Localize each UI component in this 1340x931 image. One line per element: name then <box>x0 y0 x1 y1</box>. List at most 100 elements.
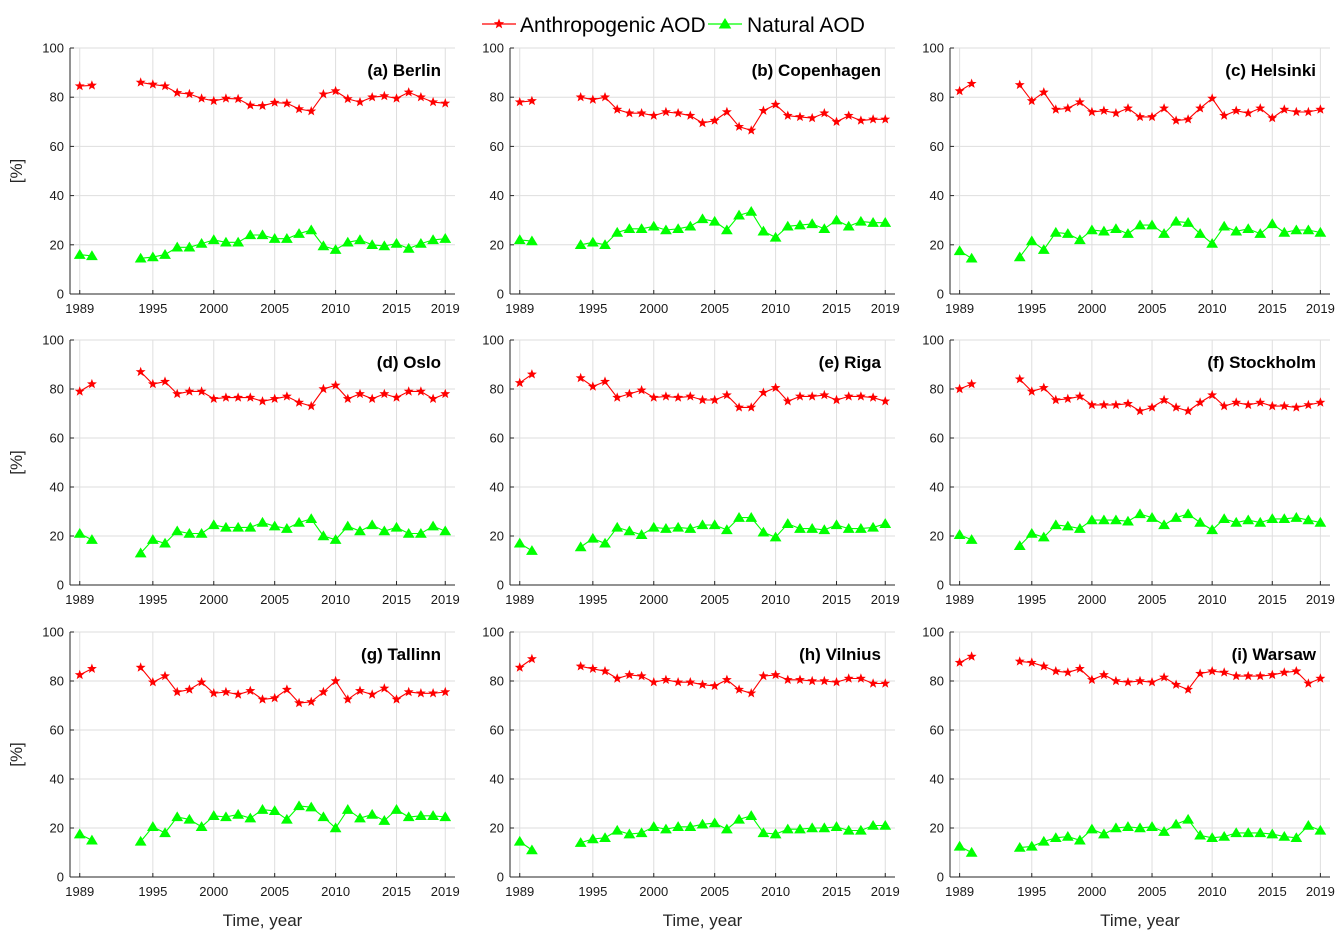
natural-point-2006 <box>280 233 293 243</box>
natural-point-2000 <box>1086 514 1098 525</box>
anthropogenic-point-2012 <box>795 674 805 684</box>
natural-point-1998 <box>1061 228 1074 238</box>
x-tick-label-2005: 2005 <box>1138 884 1167 899</box>
anthropogenic-point-2010 <box>330 380 341 390</box>
natural-point-2008 <box>1182 508 1194 519</box>
natural-point-2016 <box>1278 513 1291 524</box>
anthropogenic-point-2003 <box>685 391 696 401</box>
y-tick-label-40: 40 <box>490 188 504 203</box>
anthropogenic-point-2012 <box>795 391 805 401</box>
x-tick-label-2019: 2019 <box>1306 301 1335 316</box>
natural-point-2009 <box>757 827 770 838</box>
natural-point-2015 <box>1266 218 1279 229</box>
natural-point-1994 <box>1013 251 1026 262</box>
panel-title: (e) Riga <box>819 353 882 372</box>
natural-point-2008 <box>745 810 758 820</box>
anthropogenic-point-2015 <box>831 394 842 405</box>
natural-point-1997 <box>1049 519 1062 530</box>
natural-point-1994 <box>1013 540 1026 550</box>
anthropogenic-point-2011 <box>342 393 353 403</box>
natural-point-2014 <box>1254 228 1267 238</box>
natural-point-2012 <box>1230 225 1243 236</box>
anthropogenic-point-2008 <box>306 400 317 411</box>
natural-point-1998 <box>1061 520 1074 531</box>
anthropogenic-point-2005 <box>269 692 280 703</box>
x-tick-label-1989: 1989 <box>945 592 974 607</box>
natural-point-1999 <box>1073 523 1086 533</box>
natural-point-2013 <box>806 523 819 533</box>
natural-point-2019 <box>439 525 452 536</box>
natural-point-1990 <box>526 545 538 555</box>
x-tick-label-1995: 1995 <box>578 301 607 316</box>
anthropogenic-point-2012 <box>1231 397 1242 407</box>
anthropogenic-point-2010 <box>330 675 341 686</box>
anthropogenic-point-1998 <box>1062 393 1073 403</box>
anthropogenic-point-2018 <box>428 688 438 698</box>
anthropogenic-point-2017 <box>1291 666 1302 676</box>
y-tick-label-0: 0 <box>937 287 944 302</box>
natural-point-2002 <box>232 236 245 247</box>
x-tick-label-2019: 2019 <box>1306 592 1335 607</box>
natural-point-1989 <box>513 234 526 245</box>
anthropogenic-point-2017 <box>1291 106 1302 117</box>
anthropogenic-point-1995 <box>587 94 598 104</box>
natural-point-2004 <box>256 804 269 814</box>
anthropogenic-point-2010 <box>1207 389 1218 400</box>
y-tick-label-100: 100 <box>922 333 944 348</box>
x-tick-label-2010: 2010 <box>1198 301 1227 316</box>
anthropogenic-point-2008 <box>306 696 317 706</box>
anthropogenic-point-2016 <box>1279 104 1290 114</box>
natural-point-2011 <box>781 823 794 834</box>
natural-point-2002 <box>232 808 245 819</box>
anthropogenic-point-2002 <box>1111 108 1121 118</box>
natural-point-2005 <box>708 817 721 828</box>
anthropogenic-point-1990 <box>527 369 537 379</box>
anthropogenic-line-seg-1 <box>580 96 886 132</box>
natural-point-1995 <box>586 833 599 844</box>
anthropogenic-point-1999 <box>1074 391 1085 401</box>
natural-point-1989 <box>953 529 966 539</box>
anthropogenic-point-1998 <box>184 386 195 396</box>
natural-point-2013 <box>366 808 379 819</box>
y-tick-label-40: 40 <box>930 188 944 203</box>
natural-point-2005 <box>268 233 281 243</box>
anthropogenic-point-2006 <box>1159 394 1169 405</box>
natural-point-2003 <box>244 229 257 240</box>
anthropogenic-point-2003 <box>245 392 256 402</box>
natural-point-2006 <box>720 823 733 834</box>
natural-point-2012 <box>354 234 366 245</box>
x-tick-label-1995: 1995 <box>1017 884 1046 899</box>
anthropogenic-point-2004 <box>697 679 708 689</box>
natural-point-2014 <box>818 822 831 833</box>
anthropogenic-point-2001 <box>221 686 231 697</box>
anthropogenic-point-2015 <box>391 392 402 402</box>
anthropogenic-point-2017 <box>415 688 426 698</box>
anthropogenic-point-1989 <box>954 383 965 394</box>
y-tick-label-40: 40 <box>50 480 64 495</box>
natural-point-2006 <box>1158 826 1170 836</box>
y-tick-label-20: 20 <box>50 237 64 252</box>
anthropogenic-point-2013 <box>1243 108 1254 118</box>
anthropogenic-point-2013 <box>1243 399 1254 410</box>
anthropogenic-point-2013 <box>807 391 818 401</box>
natural-point-2007 <box>293 228 305 238</box>
x-tick-label-2010: 2010 <box>321 592 350 607</box>
x-tick-label-2000: 2000 <box>1077 592 1106 607</box>
natural-point-2004 <box>256 516 269 527</box>
natural-point-2015 <box>390 521 403 532</box>
anthropogenic-line-seg-1 <box>580 665 886 694</box>
panel-3: 0 20 40 60 80 100 1989 1995 2000 2005 2010 2015 2019… <box>922 41 1335 317</box>
anthropogenic-point-2019 <box>880 396 891 406</box>
anthropogenic-point-1990 <box>87 378 97 389</box>
anthropogenic-point-2007 <box>734 402 744 412</box>
y-tick-label-20: 20 <box>490 821 504 836</box>
natural-point-1998 <box>1061 830 1074 841</box>
anthropogenic-point-2017 <box>1291 402 1302 412</box>
natural-point-2007 <box>1170 818 1182 829</box>
anthropogenic-point-2019 <box>440 388 451 399</box>
natural-point-2017 <box>415 237 427 248</box>
natural-point-2017 <box>855 523 867 533</box>
natural-point-2016 <box>842 220 855 231</box>
natural-point-1990 <box>86 834 98 845</box>
y-tick-label-40: 40 <box>930 772 944 787</box>
